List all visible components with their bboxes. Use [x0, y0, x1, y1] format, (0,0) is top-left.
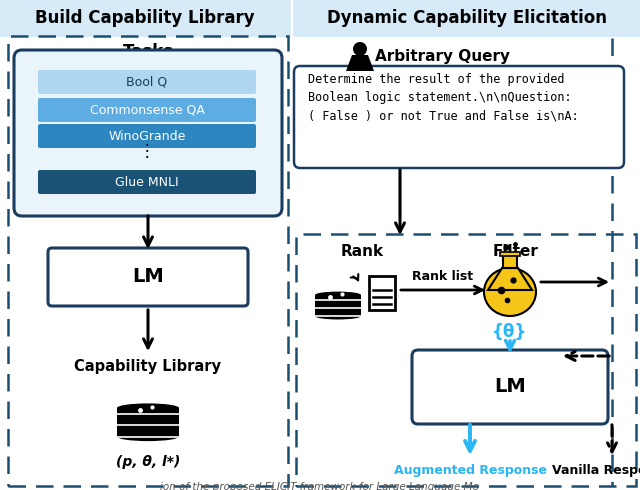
Text: Capability Library: Capability Library	[74, 360, 221, 374]
Text: LM: LM	[132, 268, 164, 287]
FancyBboxPatch shape	[293, 0, 640, 37]
Text: WinoGrande: WinoGrande	[108, 129, 186, 143]
Text: ion of the proposed ELICIT framework for Large Language Mo: ion of the proposed ELICIT framework for…	[161, 482, 479, 490]
Text: Filter: Filter	[493, 245, 539, 260]
Text: Rank list: Rank list	[412, 270, 474, 284]
FancyBboxPatch shape	[0, 0, 291, 37]
FancyBboxPatch shape	[500, 252, 520, 256]
Polygon shape	[346, 55, 374, 71]
Text: Dynamic Capability Elicitation: Dynamic Capability Elicitation	[327, 9, 607, 27]
Ellipse shape	[315, 292, 361, 298]
Ellipse shape	[117, 403, 179, 413]
Text: Tasks: Tasks	[122, 43, 173, 61]
FancyBboxPatch shape	[412, 350, 608, 424]
Ellipse shape	[117, 432, 179, 441]
FancyBboxPatch shape	[294, 66, 624, 168]
Ellipse shape	[484, 268, 536, 316]
FancyBboxPatch shape	[38, 170, 256, 194]
Text: Build Capability Library: Build Capability Library	[35, 9, 255, 27]
Text: Augmented Response: Augmented Response	[394, 464, 547, 476]
Ellipse shape	[353, 42, 367, 56]
FancyBboxPatch shape	[48, 248, 248, 306]
Text: LM: LM	[494, 377, 526, 396]
FancyBboxPatch shape	[38, 70, 256, 94]
FancyBboxPatch shape	[38, 124, 256, 148]
Text: Commonsense QA: Commonsense QA	[90, 103, 204, 117]
FancyBboxPatch shape	[38, 98, 256, 122]
Bar	[315, 295, 361, 316]
FancyBboxPatch shape	[369, 276, 395, 310]
Text: Vanilla Response: Vanilla Response	[552, 464, 640, 476]
Text: {θ}: {θ}	[492, 323, 527, 341]
Text: Glue MNLI: Glue MNLI	[115, 175, 179, 189]
Text: Bool Q: Bool Q	[126, 75, 168, 89]
Text: Arbitrary Query: Arbitrary Query	[375, 49, 510, 65]
Text: ⋮: ⋮	[139, 142, 156, 160]
Ellipse shape	[315, 313, 361, 319]
Bar	[117, 408, 179, 437]
Polygon shape	[488, 268, 532, 290]
Text: (p, θ, l*): (p, θ, l*)	[116, 455, 180, 469]
Text: Rank: Rank	[340, 245, 383, 260]
Text: Determine the result of the provided
Boolean logic statement.\n\nQuestion:
( Fal: Determine the result of the provided Boo…	[308, 73, 579, 123]
FancyBboxPatch shape	[14, 50, 282, 216]
FancyBboxPatch shape	[503, 254, 517, 268]
